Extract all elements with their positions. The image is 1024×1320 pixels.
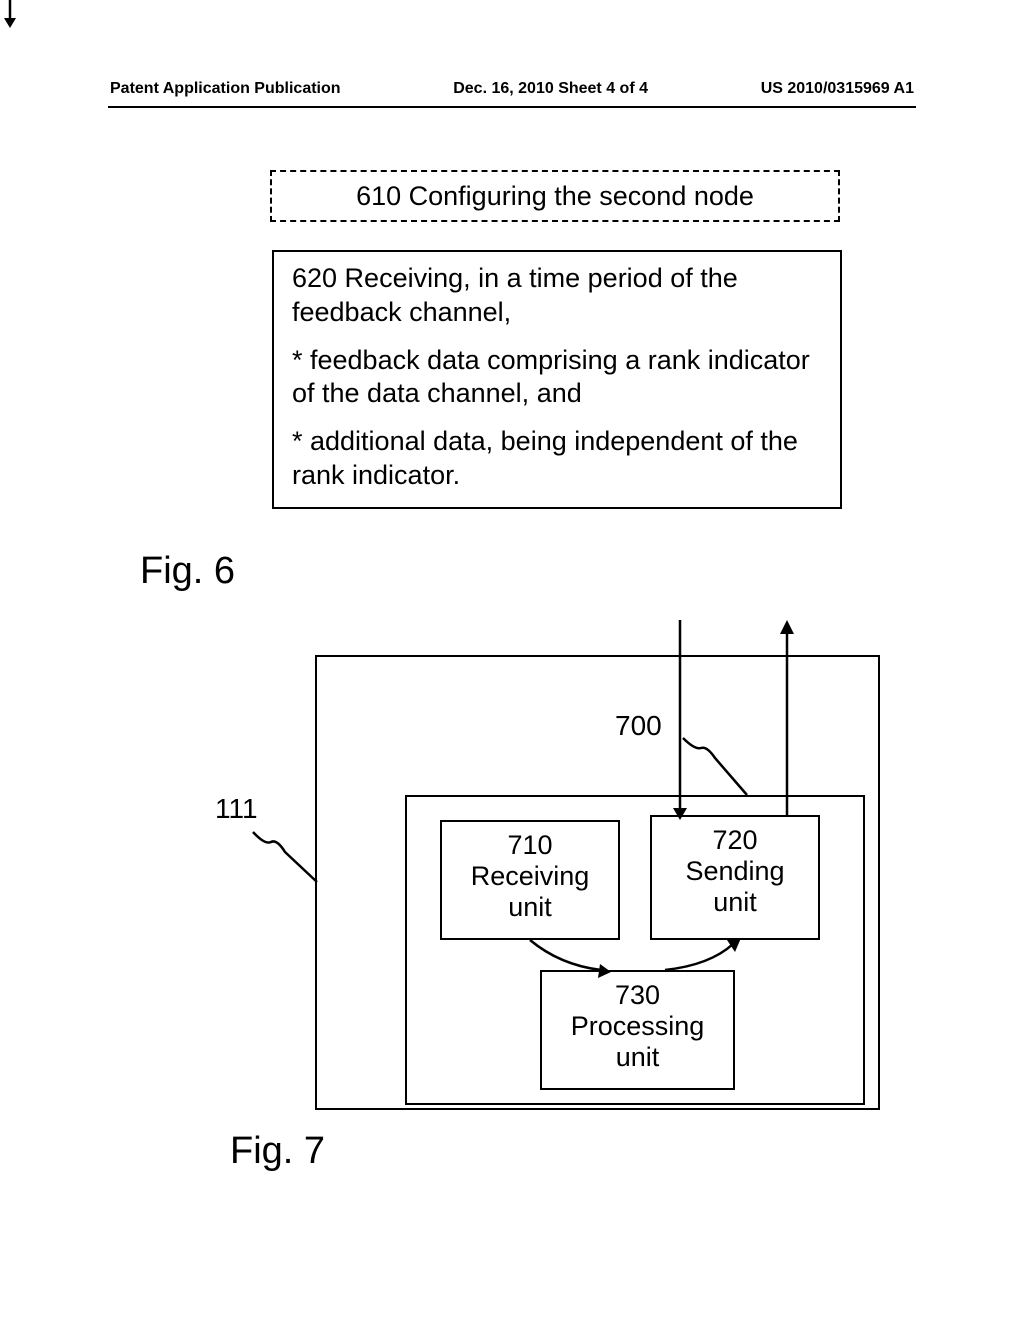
ref-label-700: 700 bbox=[615, 710, 662, 742]
header-right: US 2010/0315969 A1 bbox=[761, 80, 914, 98]
flow-box-610: 610 Configuring the second node bbox=[270, 170, 840, 222]
sending-unit-block: 720 Sending unit bbox=[650, 815, 820, 940]
send-name: Sending bbox=[685, 856, 784, 886]
proc-num: 730 bbox=[615, 980, 660, 1010]
figure-7-label: Fig. 7 bbox=[230, 1130, 325, 1173]
figure-6-label: Fig. 6 bbox=[140, 550, 235, 593]
header-rule bbox=[108, 106, 916, 108]
processing-unit-block: 730 Processing unit bbox=[540, 970, 735, 1090]
recv-name: Receiving bbox=[471, 861, 590, 891]
header-center: Dec. 16, 2010 Sheet 4 of 4 bbox=[453, 80, 648, 98]
box620-line2: * feedback data comprising a rank indica… bbox=[292, 344, 822, 412]
box620-line1: 620 Receiving, in a time period of the f… bbox=[292, 262, 822, 330]
arrow-610-to-620 bbox=[0, 0, 20, 30]
header-left: Patent Application Publication bbox=[110, 80, 341, 98]
box610-text: 610 Configuring the second node bbox=[356, 181, 754, 212]
receiving-unit-block: 710 Receiving unit bbox=[440, 820, 620, 940]
ref-label-111: 111 bbox=[215, 793, 258, 825]
proc-sub: unit bbox=[616, 1042, 660, 1072]
figure-7-diagram: 710 Receiving unit 720 Sending unit 730 … bbox=[315, 620, 880, 1110]
recv-num: 710 bbox=[507, 830, 552, 860]
page: Patent Application Publication Dec. 16, … bbox=[0, 0, 1024, 1320]
patent-header: Patent Application Publication Dec. 16, … bbox=[0, 80, 1024, 98]
proc-name: Processing bbox=[571, 1011, 705, 1041]
box620-line3: * additional data, being independent of … bbox=[292, 425, 822, 493]
send-num: 720 bbox=[712, 825, 757, 855]
recv-sub: unit bbox=[508, 892, 552, 922]
flow-box-620: 620 Receiving, in a time period of the f… bbox=[272, 250, 842, 509]
send-sub: unit bbox=[713, 887, 757, 917]
